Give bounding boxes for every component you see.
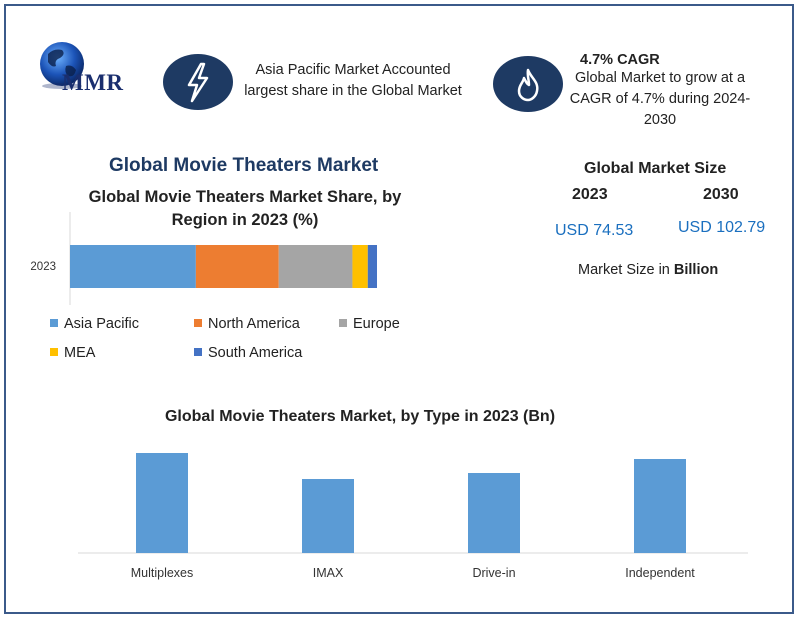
legend-label: Asia Pacific [64,316,139,332]
mmr-logo [34,38,146,102]
globe-icon [40,42,84,89]
market-size-year-2030: 2030 [703,186,739,203]
market-size-note-prefix: Market Size in [578,262,674,278]
flame-icon [493,56,563,112]
page-title: Global Movie Theaters Market [109,155,379,176]
legend-label: North America [208,316,300,332]
lightning-bolt-icon [163,54,233,110]
legend-item-asia-pacific: Asia Pacific [50,316,139,332]
legend-label: MEA [64,345,96,361]
market-size-note: Market Size in Billion [578,262,718,278]
type-chart-title: Global Movie Theaters Market, by Type in… [164,408,556,425]
legend-item-europe: Europe [339,316,400,332]
market-size-title: Global Market Size [584,160,727,177]
region-callout-text: Asia Pacific Market Accounted largest sh… [244,62,462,99]
legend-swatch [194,348,202,356]
legend-label: Europe [353,316,400,332]
legend-swatch [50,319,58,327]
legend-swatch [194,319,202,327]
market-size-value-2023: USD 74.53 [555,222,634,239]
market-size-note-unit: Billion [673,262,719,278]
market-size-year-2023: 2023 [572,186,608,203]
legend-item-south-america: South America [194,345,302,361]
legend-label: South America [208,345,303,361]
region-chart-title: Global Movie Theaters Market Share, by R… [88,188,402,229]
legend-item-north-america: North America [194,316,300,332]
cagr-text: Global Market to grow at a CAGR of 4.7% … [569,70,751,128]
legend-item-mea: MEA [50,345,95,361]
region-bar-segment-south-america [367,245,377,288]
region-bar-segment-mea [352,245,368,288]
infographic-frame [4,4,794,614]
legend-swatch [50,348,58,356]
region-bar-segment-asia-pacific [70,245,196,288]
region-category-label: 2023 [30,261,56,273]
cagr-title: 4.7% CAGR [580,52,660,68]
region-bar-segment-europe [278,245,353,288]
legend-swatch [339,319,347,327]
market-size-value-2030: USD 102.79 [678,219,766,236]
region-bar-segment-north-america [195,245,279,288]
logo-text: MMR [62,70,124,95]
